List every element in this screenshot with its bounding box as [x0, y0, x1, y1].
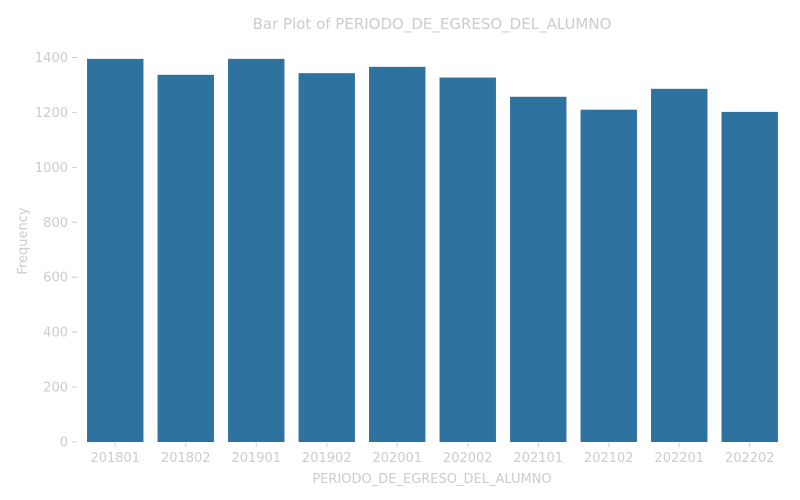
x-tick-label: 202102	[584, 451, 634, 466]
bar-201902	[298, 73, 355, 443]
x-tick-label: 202201	[654, 451, 704, 466]
x-axis-label: PERIODO_DE_EGRESO_DEL_ALUMNO	[312, 472, 551, 487]
y-tick-label: 200	[43, 381, 68, 396]
bar-202202	[721, 111, 778, 443]
x-axis: 201801 201802 201901 201902 202001 202002 2021…	[90, 443, 775, 466]
bar-201801	[87, 58, 144, 442]
x-tick-label: 202002	[443, 451, 493, 466]
x-tick-label: 201801	[90, 451, 140, 466]
bar-202001	[369, 66, 426, 442]
chart-title: Bar Plot of PERIODO_DE_EGRESO_DEL_ALUMNO	[253, 15, 612, 34]
y-tick-label: 0	[60, 436, 68, 451]
y-axis: 0 200 400 600 800 1000 1200 1400	[35, 51, 77, 451]
y-axis-label: Frequency	[16, 207, 31, 274]
x-tick-label: 201901	[231, 451, 281, 466]
bar-202201	[651, 88, 708, 442]
bar-201901	[228, 58, 285, 442]
bar-201802	[157, 74, 214, 443]
y-tick-label: 400	[43, 326, 68, 341]
bar-202101	[510, 96, 567, 442]
y-tick-label: 600	[43, 271, 68, 286]
x-tick-label: 201802	[161, 451, 211, 466]
bar-202102	[580, 109, 637, 443]
bar-202002	[439, 77, 496, 443]
x-tick-label: 202001	[372, 451, 422, 466]
bar-series	[87, 58, 778, 443]
y-tick-label: 1200	[35, 106, 68, 121]
x-tick-label: 201902	[302, 451, 352, 466]
y-tick-label: 1400	[35, 51, 68, 66]
y-tick-label: 1000	[35, 161, 68, 176]
x-tick-label: 202101	[513, 451, 563, 466]
y-tick-label: 800	[43, 216, 68, 231]
x-tick-label: 202202	[725, 451, 775, 466]
